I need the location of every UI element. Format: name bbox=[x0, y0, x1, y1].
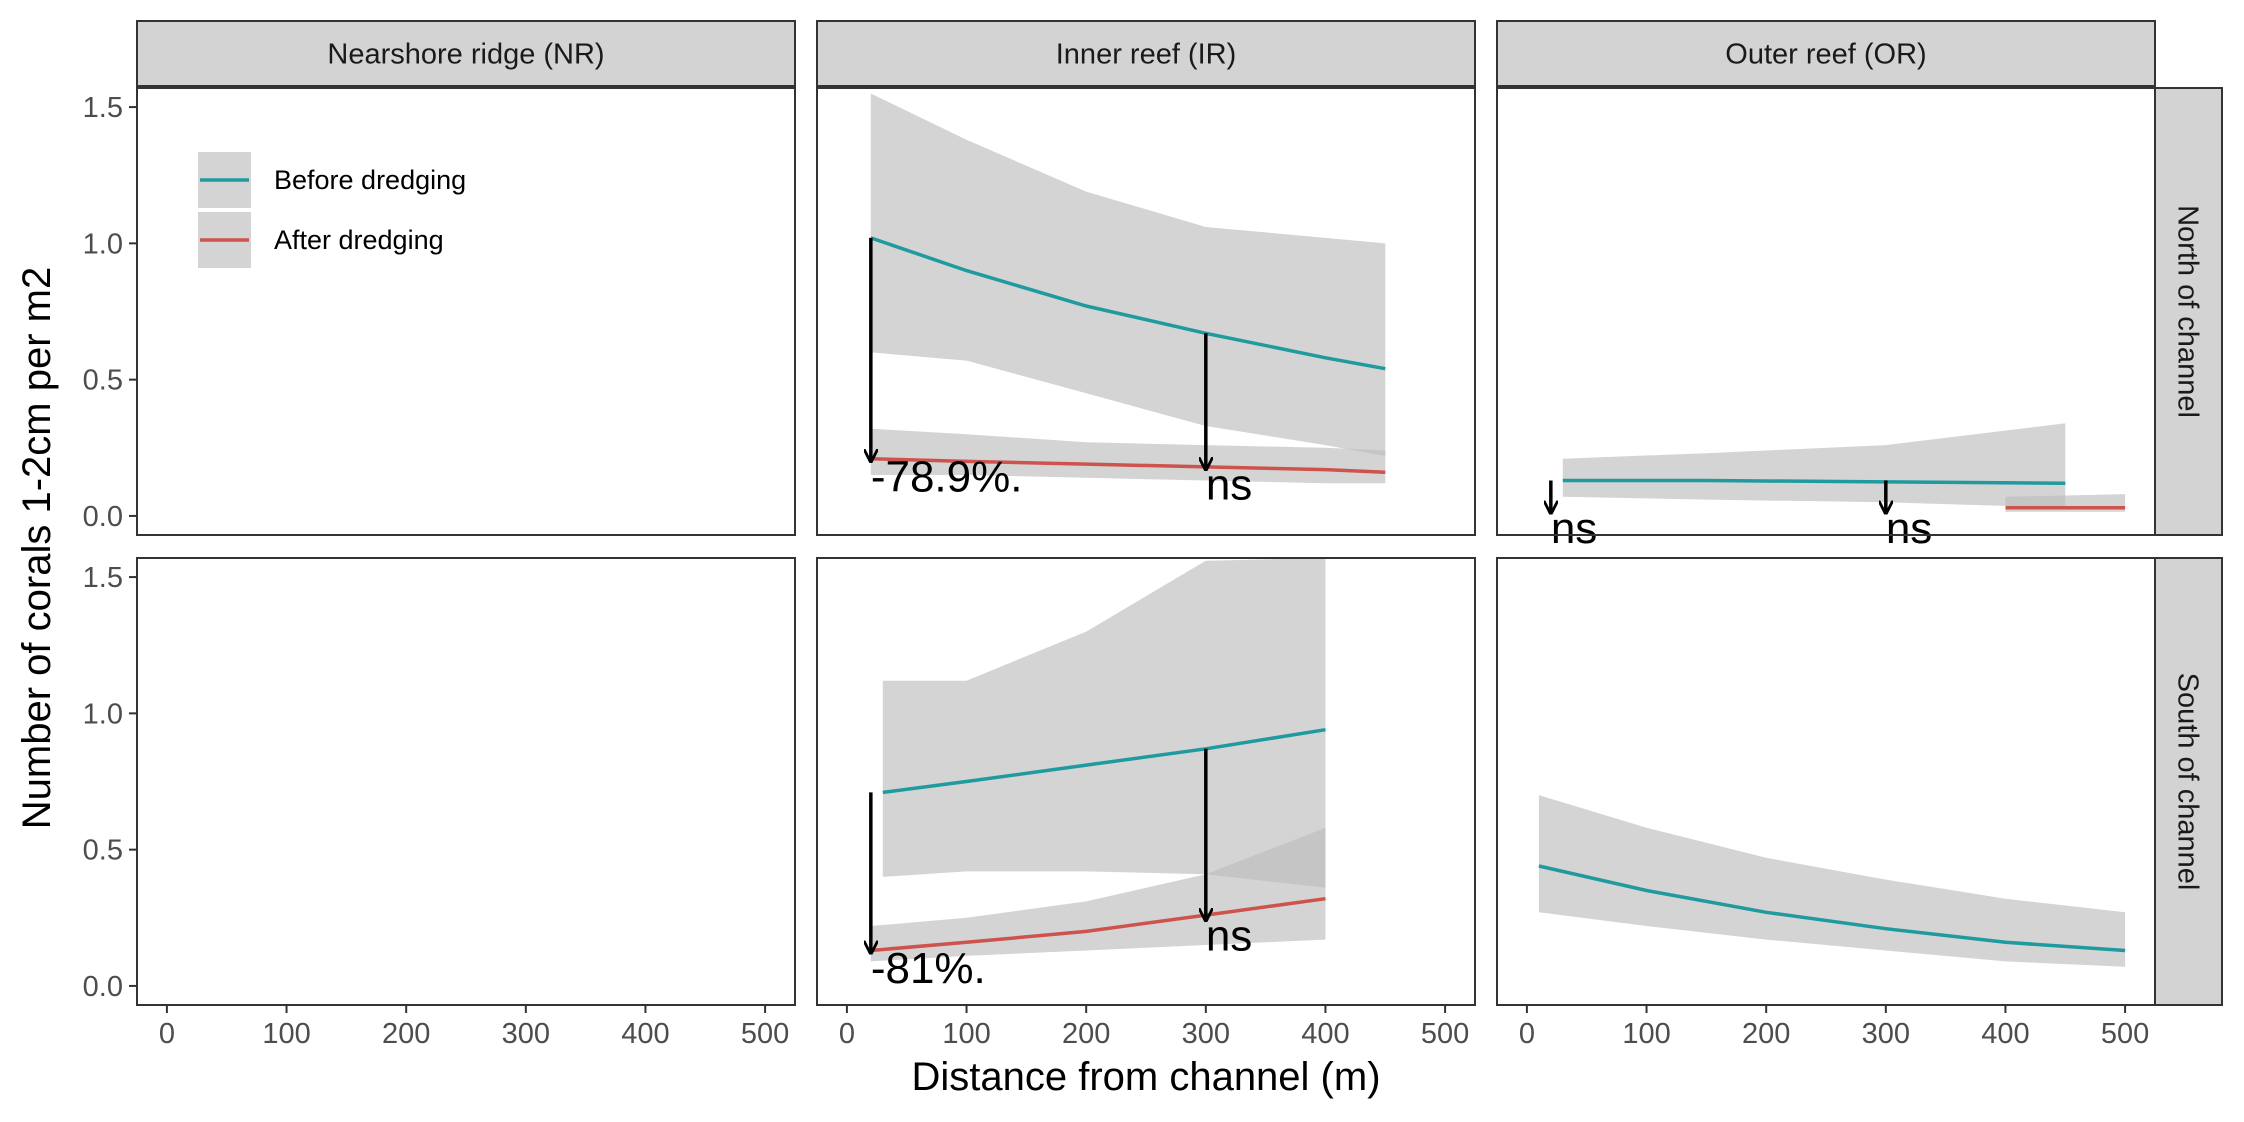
effect-label: -78.9%. bbox=[871, 452, 1023, 501]
before-dredging-line bbox=[1562, 478, 2066, 485]
confidence-ribbon bbox=[1562, 423, 2066, 508]
before-dredging-line bbox=[1538, 864, 2126, 953]
y-axis-title: Number of corals 1-2cm per m2 bbox=[15, 267, 59, 829]
before-dredging-line bbox=[882, 727, 1326, 795]
annotations: -78.9%. ns ns ns -81%. ns bbox=[871, 237, 1932, 993]
before-dredging-line bbox=[870, 236, 1386, 371]
x-tick-label: 200 bbox=[382, 1018, 430, 1050]
y-tick-label: 0.0 bbox=[83, 501, 123, 533]
row-strip bbox=[2154, 87, 2223, 536]
column-strip bbox=[816, 20, 1476, 87]
x-tick-label: 300 bbox=[502, 1018, 550, 1050]
axes: 0.0 0.5 1.0 1.5 0.0 0.5 1.0 1.5 0 100 200 300 400 500… bbox=[83, 92, 2150, 1050]
x-tick-label: 400 bbox=[621, 1018, 669, 1050]
column-strip-label: Nearshore ridge (NR) bbox=[327, 39, 604, 71]
series-lines bbox=[870, 236, 2126, 953]
x-tick-label: 500 bbox=[2101, 1018, 2149, 1050]
confidence-ribbon bbox=[870, 827, 1326, 962]
y-tick-label: 1.5 bbox=[83, 92, 123, 124]
column-strip-label: Outer reef (OR) bbox=[1725, 39, 1926, 71]
effect-label: ns bbox=[1206, 461, 1252, 510]
y-tick-label: 1.0 bbox=[83, 228, 123, 260]
panel-frame bbox=[816, 87, 1476, 536]
legend-entry-label: Before dredging bbox=[274, 165, 466, 195]
x-axis-title: Distance from channel (m) bbox=[911, 1055, 1380, 1099]
confidence-ribbons bbox=[870, 93, 2126, 967]
effect-label: -81%. bbox=[871, 944, 986, 993]
legend-entry-label: After dredging bbox=[274, 225, 444, 255]
x-tick-label: 500 bbox=[1421, 1018, 1469, 1050]
panel-frame bbox=[816, 557, 1476, 1006]
confidence-ribbon bbox=[870, 93, 1386, 456]
x-tick-label: 100 bbox=[262, 1018, 310, 1050]
panel-frame bbox=[136, 87, 796, 536]
after-dredging-line bbox=[870, 456, 1386, 475]
x-tick-label: 300 bbox=[1862, 1018, 1910, 1050]
effect-label: ns bbox=[1886, 504, 1932, 553]
x-tick-label: 200 bbox=[1062, 1018, 1110, 1050]
x-tick-label: 0 bbox=[839, 1018, 855, 1050]
row-strip-label: North of channel bbox=[2172, 205, 2204, 418]
x-tick-label: 200 bbox=[1742, 1018, 1790, 1050]
x-tick-label: 400 bbox=[1301, 1018, 1349, 1050]
x-tick-label: 500 bbox=[741, 1018, 789, 1050]
legend: Before dredging After dredging bbox=[198, 152, 466, 268]
row-strip bbox=[2154, 557, 2223, 1006]
y-tick-label: 0.5 bbox=[83, 835, 123, 867]
x-tick-label: 100 bbox=[942, 1018, 990, 1050]
x-tick-label: 100 bbox=[1622, 1018, 1670, 1050]
confidence-ribbon bbox=[1538, 795, 2126, 967]
row-strip-label: South of channel bbox=[2172, 673, 2204, 891]
x-tick-label: 300 bbox=[1182, 1018, 1230, 1050]
x-tick-label: 0 bbox=[159, 1018, 175, 1050]
x-tick-label: 0 bbox=[1519, 1018, 1535, 1050]
column-strip bbox=[1496, 20, 2156, 87]
effect-label: ns bbox=[1206, 912, 1252, 961]
column-strip bbox=[136, 20, 796, 87]
y-tick-label: 1.5 bbox=[83, 562, 123, 594]
y-tick-label: 0.0 bbox=[83, 971, 123, 1003]
facet-strips: Nearshore ridge (NR) Inner reef (IR) Outer… bbox=[136, 20, 2223, 1006]
column-strip-label: Inner reef (IR) bbox=[1056, 39, 1237, 71]
effect-label: ns bbox=[1551, 504, 1597, 553]
y-tick-label: 1.0 bbox=[83, 698, 123, 730]
confidence-ribbon bbox=[882, 558, 1326, 888]
y-tick-label: 0.5 bbox=[83, 365, 123, 397]
panel-frame bbox=[136, 557, 796, 1006]
after-dredging-line bbox=[870, 896, 1326, 953]
panel-background bbox=[137, 558, 795, 1005]
x-tick-label: 400 bbox=[1981, 1018, 2029, 1050]
